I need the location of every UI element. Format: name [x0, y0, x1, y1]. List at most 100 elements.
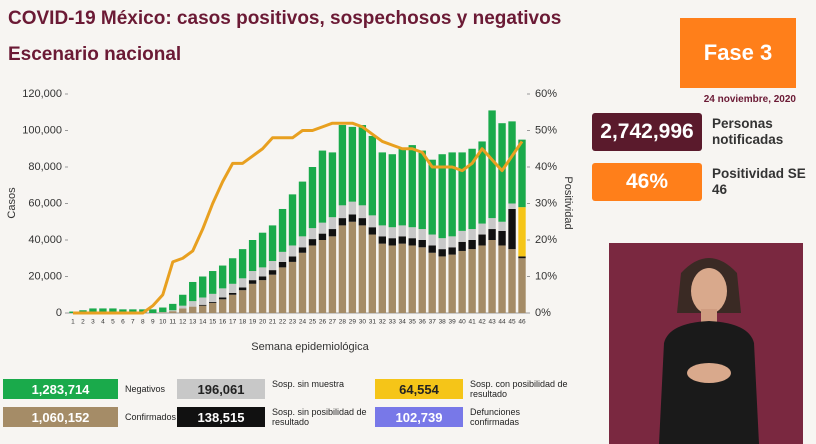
bar-segment: [268, 270, 277, 275]
bar-segment: [218, 299, 227, 313]
bar-segment: [428, 252, 436, 313]
y2-tick-label: 60%: [535, 88, 557, 100]
bar-segment: [458, 241, 466, 251]
x-tick-label: 6: [121, 319, 125, 326]
bar-segment: [89, 308, 97, 313]
x-tick-label: 38: [439, 319, 447, 326]
bar-segment: [199, 276, 207, 298]
x-tick-label: 17: [229, 319, 237, 326]
bar-segment: [179, 308, 187, 313]
bar-segment: [328, 217, 337, 230]
bar-segment: [508, 249, 516, 313]
summary-total: 1,060,152: [3, 407, 118, 427]
summary-total: 102,739: [375, 407, 463, 427]
x-tick-label: 24: [299, 319, 307, 326]
bar-segment: [228, 294, 237, 313]
x-tick-label: 15: [209, 319, 217, 326]
bar-segment: [518, 256, 526, 259]
summary-total: 1,283,714: [3, 379, 118, 399]
bar-segment: [199, 305, 207, 313]
bar-segment: [448, 254, 456, 313]
bar-segment: [268, 274, 277, 313]
bar-segment: [518, 207, 526, 257]
x-tick-label: 10: [159, 319, 167, 326]
bar-segment: [418, 150, 426, 230]
phase-badge: Fase 3: [680, 18, 796, 88]
bar-segment: [228, 258, 237, 284]
bar-segment: [238, 278, 247, 288]
bar-segment: [498, 221, 506, 231]
x-tick-label: 5: [111, 319, 115, 326]
bar-segment: [518, 139, 526, 208]
bar-segment: [328, 236, 337, 313]
summary-total: 64,554: [375, 379, 463, 399]
summary-total: 138,515: [177, 407, 265, 427]
bar-segment: [218, 265, 227, 289]
bar-segment: [408, 238, 416, 246]
bar-segment: [288, 256, 297, 262]
bar-segment: [478, 141, 486, 224]
bar-segment: [368, 227, 377, 235]
bar-segment: [278, 251, 287, 262]
bar-segment: [458, 250, 466, 313]
bar-segment: [278, 208, 287, 252]
x-tick-label: 7: [131, 319, 135, 326]
bar-segment: [468, 148, 476, 230]
bar-segment: [438, 256, 446, 313]
bar-segment: [218, 297, 227, 300]
bar-segment: [428, 159, 436, 235]
x-tick-label: 20: [259, 319, 267, 326]
bar-segment: [288, 245, 297, 257]
bar-segment: [248, 240, 257, 272]
bar-segment: [368, 234, 377, 313]
bar-segment: [508, 208, 516, 250]
x-tick-label: 12: [179, 319, 187, 326]
bar-segment: [308, 239, 317, 246]
bar-segment: [278, 261, 287, 268]
bar-segment: [228, 292, 237, 295]
y2-tick-label: 50%: [535, 124, 557, 136]
y-tick-label: 0: [56, 307, 62, 319]
bar-segment: [418, 240, 426, 248]
bar-segment: [388, 238, 396, 246]
y2-axis-label: Positividad: [562, 176, 574, 229]
bar-segment: [268, 260, 277, 271]
x-tick-label: 16: [219, 319, 227, 326]
x-tick-label: 14: [199, 319, 207, 326]
x-tick-label: 23: [289, 319, 297, 326]
bar-segment: [99, 308, 107, 313]
bar-segment: [169, 310, 177, 312]
bar-segment: [169, 311, 177, 313]
bar-segment: [318, 222, 327, 234]
bar-segment: [398, 243, 406, 313]
bar-segment: [378, 225, 387, 237]
x-tick-label: 44: [498, 319, 506, 326]
summary-total: 196,061: [177, 379, 265, 399]
bar-segment: [488, 218, 496, 230]
bar-segment: [119, 309, 127, 313]
bar-segment: [268, 225, 277, 261]
y-tick-label: 40,000: [28, 234, 62, 246]
bar-segment: [498, 245, 506, 313]
bar-segment: [248, 283, 257, 313]
x-tick-label: 41: [469, 319, 477, 326]
x-tick-label: 11: [169, 319, 176, 326]
bar-segment: [368, 135, 377, 216]
x-tick-label: 33: [389, 319, 397, 326]
bar-segment: [218, 288, 227, 298]
bar-segment: [408, 245, 416, 313]
x-tick-label: 31: [369, 319, 377, 326]
bar-segment: [338, 225, 347, 313]
bar-segment: [159, 307, 167, 313]
interpreter-video: [609, 243, 803, 444]
bar-segment: [448, 236, 456, 248]
y-tick-label: 100,000: [22, 124, 62, 136]
bar-segment: [448, 152, 456, 237]
bar-segment: [348, 221, 357, 313]
bar-segment: [418, 247, 426, 313]
bar-segment: [388, 245, 396, 313]
title: COVID-19 México: casos positivos, sospec…: [8, 8, 562, 29]
bar-segment: [458, 230, 466, 242]
bar-segment: [248, 271, 257, 281]
bar-segment: [258, 280, 267, 313]
